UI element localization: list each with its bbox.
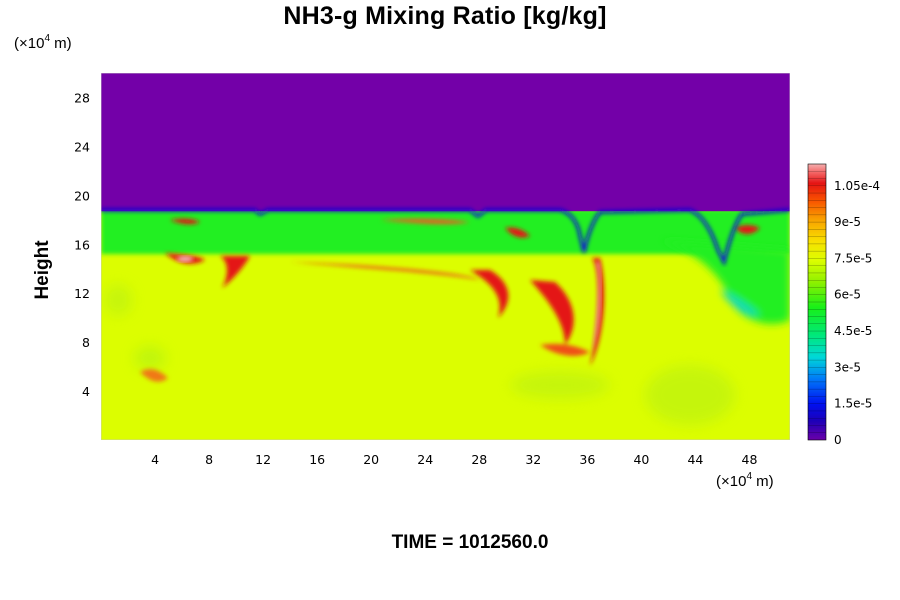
- red-streak: [530, 280, 574, 345]
- red-streak: [735, 225, 760, 234]
- x-tick-label: 44: [687, 452, 703, 467]
- lower-patch: [510, 371, 610, 399]
- chart-title: NH3-g Mixing Ratio [kg/kg]: [283, 2, 607, 30]
- y-tick-label: 28: [74, 90, 90, 105]
- red-streak: [470, 270, 509, 318]
- x-axis-unit: (×104 m): [716, 471, 774, 490]
- colorbar-ticks: 0 1.5e-5 3e-5 4.5e-5 6e-5 7.5e-5 9e-5 1.05e-4: [834, 179, 880, 447]
- red-streak: [380, 218, 470, 225]
- cyan-intrusion: [720, 290, 760, 316]
- y-tick-label: 8: [82, 335, 90, 350]
- colorbar-tick-label: 9e-5: [834, 215, 861, 229]
- x-tick-label: 36: [579, 452, 595, 467]
- x-tick-label: 8: [205, 452, 213, 467]
- peak-core: [592, 262, 601, 352]
- time-label: TIME = 1012560.0: [391, 532, 549, 553]
- colorbar-tick-label: 3e-5: [834, 360, 861, 374]
- colorbar-tick-label: 6e-5: [834, 288, 861, 302]
- colorbar-tick-label: 7.5e-5: [834, 251, 872, 265]
- colorbar-tick-label: 4.5e-5: [834, 324, 872, 338]
- mixing-band: [101, 209, 790, 255]
- y-tick-label: 24: [74, 139, 90, 154]
- x-tick-label: 24: [417, 452, 433, 467]
- lower-patch: [134, 346, 166, 370]
- y-tick-label: 20: [74, 188, 90, 203]
- colorbar-tick-label: 1.5e-5: [834, 397, 872, 411]
- colorbar-tick-label: 1.05e-4: [834, 179, 880, 193]
- colorbar-contour-lines: [808, 171, 826, 433]
- heatmap-field: [101, 73, 790, 440]
- y-tick-label: 16: [74, 237, 90, 252]
- red-streak: [540, 343, 590, 356]
- lower-patch: [645, 365, 735, 425]
- x-tick-label: 20: [363, 452, 379, 467]
- x-tick-label: 12: [255, 452, 271, 467]
- green-intrusion: [660, 240, 790, 324]
- colorbar-tick-label: 0: [834, 433, 842, 447]
- interface-boundary: [101, 208, 790, 267]
- red-streak: [170, 218, 200, 225]
- red-streak: [140, 369, 168, 382]
- y-axis-ticks: 4 8 12 16 20 24 28: [74, 90, 90, 399]
- x-tick-label: 48: [742, 452, 758, 467]
- x-tick-label: 16: [309, 452, 325, 467]
- x-tick-label: 40: [633, 452, 649, 467]
- y-axis-unit: (×104 m): [14, 33, 72, 52]
- x-tick-label: 4: [151, 452, 159, 467]
- peak-core: [177, 256, 193, 262]
- colorbar: 0 1.5e-5 3e-5 4.5e-5 6e-5 7.5e-5 9e-5 1.05e-4: [807, 163, 880, 447]
- x-tick-label: 32: [525, 452, 541, 467]
- y-tick-label: 12: [74, 286, 90, 301]
- x-tick-label: 28: [471, 452, 487, 467]
- upper-layer: [101, 73, 790, 212]
- x-axis-ticks: 4 8 12 16 20 24 28 32 36 40 44 48: [151, 452, 757, 467]
- lower-patch: [104, 284, 132, 316]
- red-streak: [505, 227, 530, 238]
- y-tick-label: 4: [82, 384, 90, 399]
- red-streak: [220, 256, 250, 288]
